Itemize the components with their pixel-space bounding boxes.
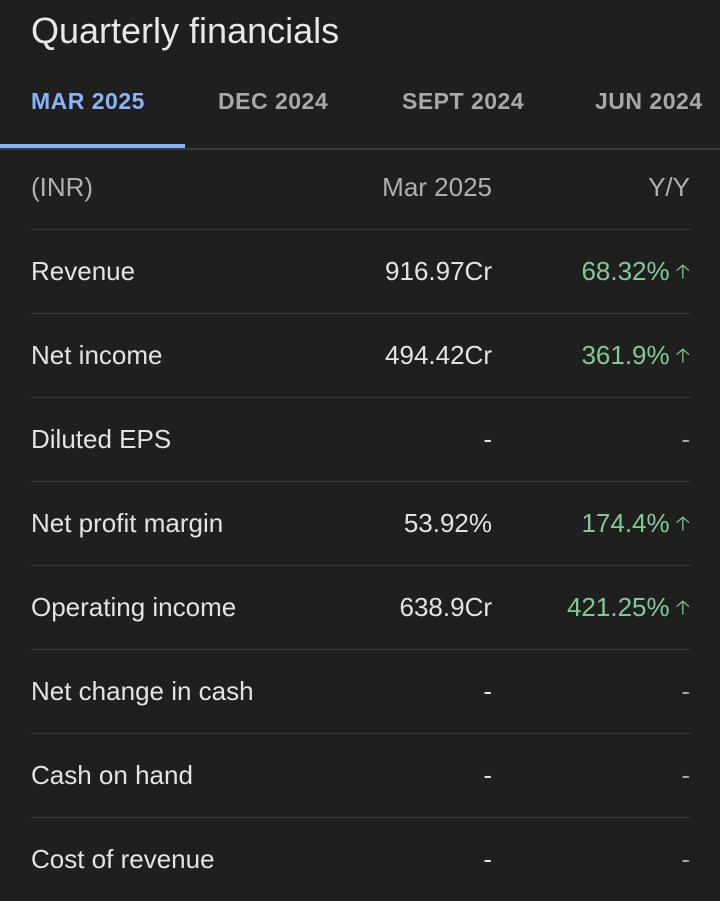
yy-value: 361.9% — [581, 340, 670, 370]
row-label: Revenue — [31, 256, 136, 286]
row-value: - — [483, 424, 492, 454]
row-value: 916.97Cr — [385, 256, 492, 286]
yy-value: 174.4% — [581, 508, 670, 538]
row-label: Cash on hand — [31, 760, 193, 790]
arrow-up-icon: 🡡 — [675, 597, 690, 619]
row-yy: - — [681, 760, 690, 791]
row-value: - — [483, 760, 492, 790]
row-yy: 421.25% 🡡 — [567, 592, 690, 627]
table-row: Revenue 916.97Cr 68.32% 🡡 — [31, 230, 690, 314]
yy-value: - — [681, 844, 690, 874]
yy-header: Y/Y — [648, 172, 690, 202]
row-value: - — [483, 676, 492, 706]
row-value: 494.42Cr — [385, 340, 492, 370]
row-yy: 68.32% 🡡 — [581, 256, 690, 291]
yy-value: 68.32% — [581, 256, 670, 286]
arrow-up-icon: 🡡 — [675, 261, 690, 283]
row-label: Net profit margin — [31, 508, 224, 538]
table-row: Cash on hand - - — [31, 734, 690, 818]
row-yy: 361.9% 🡡 — [581, 340, 690, 375]
table-header: (INR) Mar 2025 Y/Y — [31, 146, 690, 230]
yy-value: - — [681, 424, 690, 454]
page-title: Quarterly financials — [31, 10, 340, 51]
table-row: Net income 494.42Cr 361.9% 🡡 — [31, 314, 690, 398]
tab-sept-2024[interactable]: SEPT 2024 — [402, 88, 525, 114]
arrow-up-icon: 🡡 — [675, 513, 690, 535]
table-row: Diluted EPS - - — [31, 398, 690, 482]
active-tab-indicator — [0, 144, 185, 148]
table-row: Net change in cash - - — [31, 650, 690, 734]
currency-label: (INR) — [31, 172, 94, 202]
row-yy: 174.4% 🡡 — [581, 508, 690, 543]
row-label: Diluted EPS — [31, 424, 172, 454]
period-header: Mar 2025 — [382, 172, 492, 202]
row-label: Cost of revenue — [31, 844, 215, 874]
tab-dec-2024[interactable]: DEC 2024 — [218, 88, 329, 114]
tab-jun-2024[interactable]: JUN 2024 — [595, 88, 703, 114]
row-yy: - — [681, 424, 690, 455]
financials-table: (INR) Mar 2025 Y/Y Revenue 916.97Cr 68.32%… — [31, 146, 690, 901]
quarter-tabs: MAR 2025 DEC 2024 SEPT 2024 JUN 2024 — [0, 60, 720, 150]
tab-mar-2025[interactable]: MAR 2025 — [31, 88, 145, 114]
row-label: Net change in cash — [31, 676, 254, 706]
arrow-up-icon: 🡡 — [675, 345, 690, 367]
row-value: 53.92% — [403, 508, 492, 538]
yy-value: - — [681, 676, 690, 706]
row-yy: - — [681, 844, 690, 875]
row-label: Net income — [31, 340, 163, 370]
yy-value: - — [681, 760, 690, 790]
table-row: Operating income 638.9Cr 421.25% 🡡 — [31, 566, 690, 650]
table-row: Cost of revenue - - — [31, 818, 690, 901]
row-yy: - — [681, 676, 690, 707]
yy-value: 421.25% — [566, 592, 670, 622]
row-value: 638.9Cr — [399, 592, 493, 622]
table-row: Net profit margin 53.92% 174.4% 🡡 — [31, 482, 690, 566]
row-value: - — [483, 844, 492, 874]
row-label: Operating income — [31, 592, 237, 622]
